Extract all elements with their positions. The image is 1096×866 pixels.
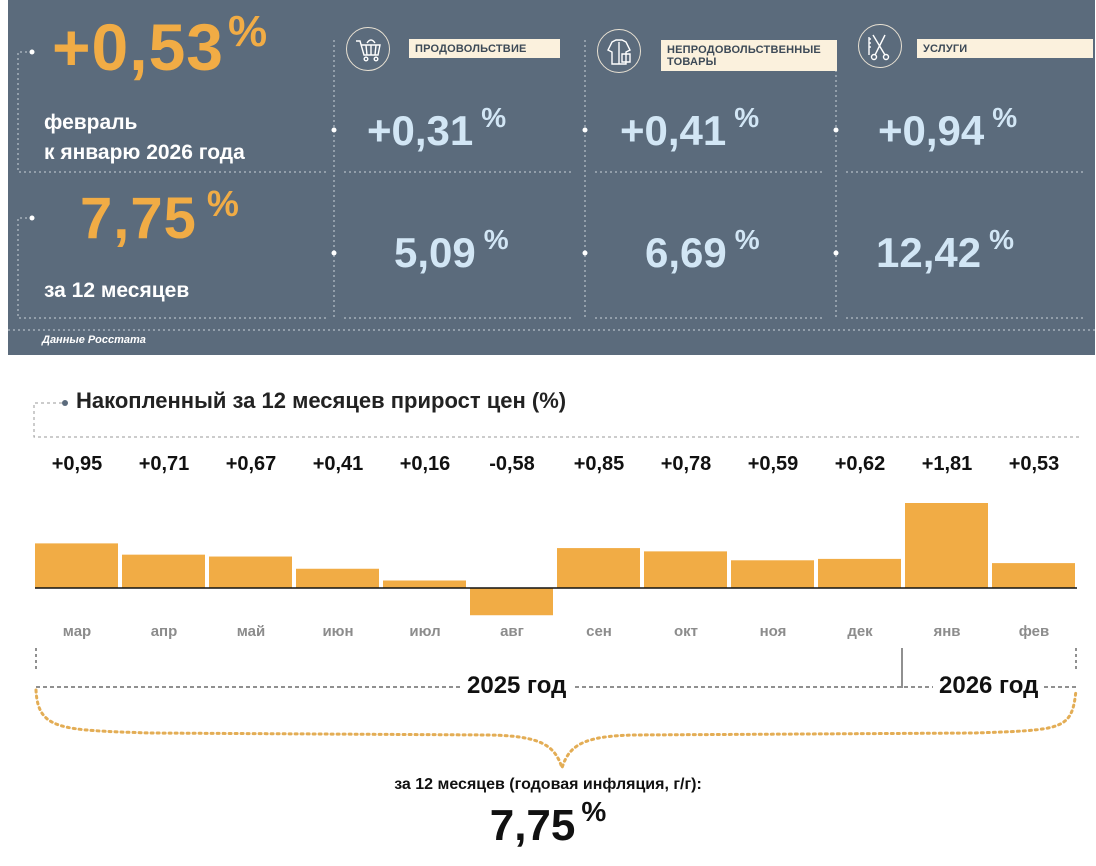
month-label-апр: апр xyxy=(150,623,178,640)
bar-сен xyxy=(557,548,640,588)
month-label-мар: мар xyxy=(62,623,92,640)
food-annual-value: 5,09% xyxy=(394,224,509,276)
annual-headline-value: 7,75% xyxy=(80,183,239,251)
bar-дек xyxy=(818,558,901,588)
monthly-label: февраль к январю 2026 года xyxy=(44,111,245,164)
shopping-cart-icon xyxy=(346,27,390,71)
value-label-янв: +1,81 xyxy=(921,453,973,475)
bar-июл xyxy=(383,580,466,588)
bar-ноя xyxy=(731,560,814,588)
month-label-авг: авг xyxy=(500,623,524,640)
bar-май xyxy=(209,556,292,588)
value-label-авг: -0,58 xyxy=(489,453,535,475)
value-label-сен: +0,85 xyxy=(573,453,625,475)
bar-мар xyxy=(35,543,118,588)
bar-окт xyxy=(644,551,727,588)
annual-label: за 12 месяцев xyxy=(44,279,190,302)
month-label-янв: янв xyxy=(933,623,961,640)
food-monthly-value: +0,31% xyxy=(367,102,507,154)
bar-янв xyxy=(905,503,988,588)
clothing-icon xyxy=(597,29,641,73)
value-label-дек: +0,62 xyxy=(834,453,886,475)
chart-title: Накопленный за 12 месяцев прирост цен (%… xyxy=(76,388,567,413)
month-label-окт: окт xyxy=(673,623,699,640)
month-label-сен: сен xyxy=(586,623,612,640)
year-label-2026: 2026 год xyxy=(933,672,1045,700)
annual-inflation-value: 7,75% xyxy=(489,796,607,850)
value-label-фев: +0,53 xyxy=(1008,453,1060,475)
value-label-апр: +0,71 xyxy=(138,453,190,475)
panel-dividers xyxy=(8,40,1095,331)
bar-авг xyxy=(470,588,553,616)
bar-июн xyxy=(296,568,379,588)
month-label-июн: июн xyxy=(322,623,354,640)
value-label-окт: +0,78 xyxy=(660,453,712,475)
month-label-фев: фев xyxy=(1018,623,1050,640)
nonfood-annual-value: 6,69% xyxy=(645,224,760,276)
month-label-май: май xyxy=(236,623,266,640)
category-tag-services: УСЛУГИ xyxy=(917,39,1093,58)
month-label-ноя: ноя xyxy=(759,623,787,640)
month-label-дек: дек xyxy=(847,623,873,640)
value-label-июл: +0,16 xyxy=(399,453,451,475)
bar-фев xyxy=(992,563,1075,588)
month-label-июл: июл xyxy=(409,623,441,640)
value-label-май: +0,67 xyxy=(225,453,277,475)
nonfood-monthly-value: +0,41% xyxy=(620,102,760,154)
services-annual-value: 12,42% xyxy=(876,224,1015,276)
bar-апр xyxy=(122,554,205,588)
services-monthly-value: +0,94% xyxy=(878,102,1018,154)
monthly-headline-value: +0,53% xyxy=(52,7,268,84)
value-label-ноя: +0,59 xyxy=(747,453,799,475)
source-note: Данные Росстата xyxy=(42,334,146,346)
value-label-мар: +0,95 xyxy=(51,453,103,475)
summary-panel: +0,53% февраль к январю 2026 года 7,75% … xyxy=(8,0,1095,355)
category-tag-food: ПРОДОВОЛЬСТВИЕ xyxy=(409,39,560,58)
year-label-2025: 2025 год xyxy=(461,672,573,700)
value-label-июн: +0,41 xyxy=(312,453,364,475)
annual-inflation-label: за 12 месяцев (годовая инфляция, г/г): xyxy=(394,776,702,793)
category-tag-nonfood: НЕПРОДОВОЛЬСТВЕННЫЕ ТОВАРЫ xyxy=(661,40,837,71)
scissors-comb-icon xyxy=(858,24,902,68)
